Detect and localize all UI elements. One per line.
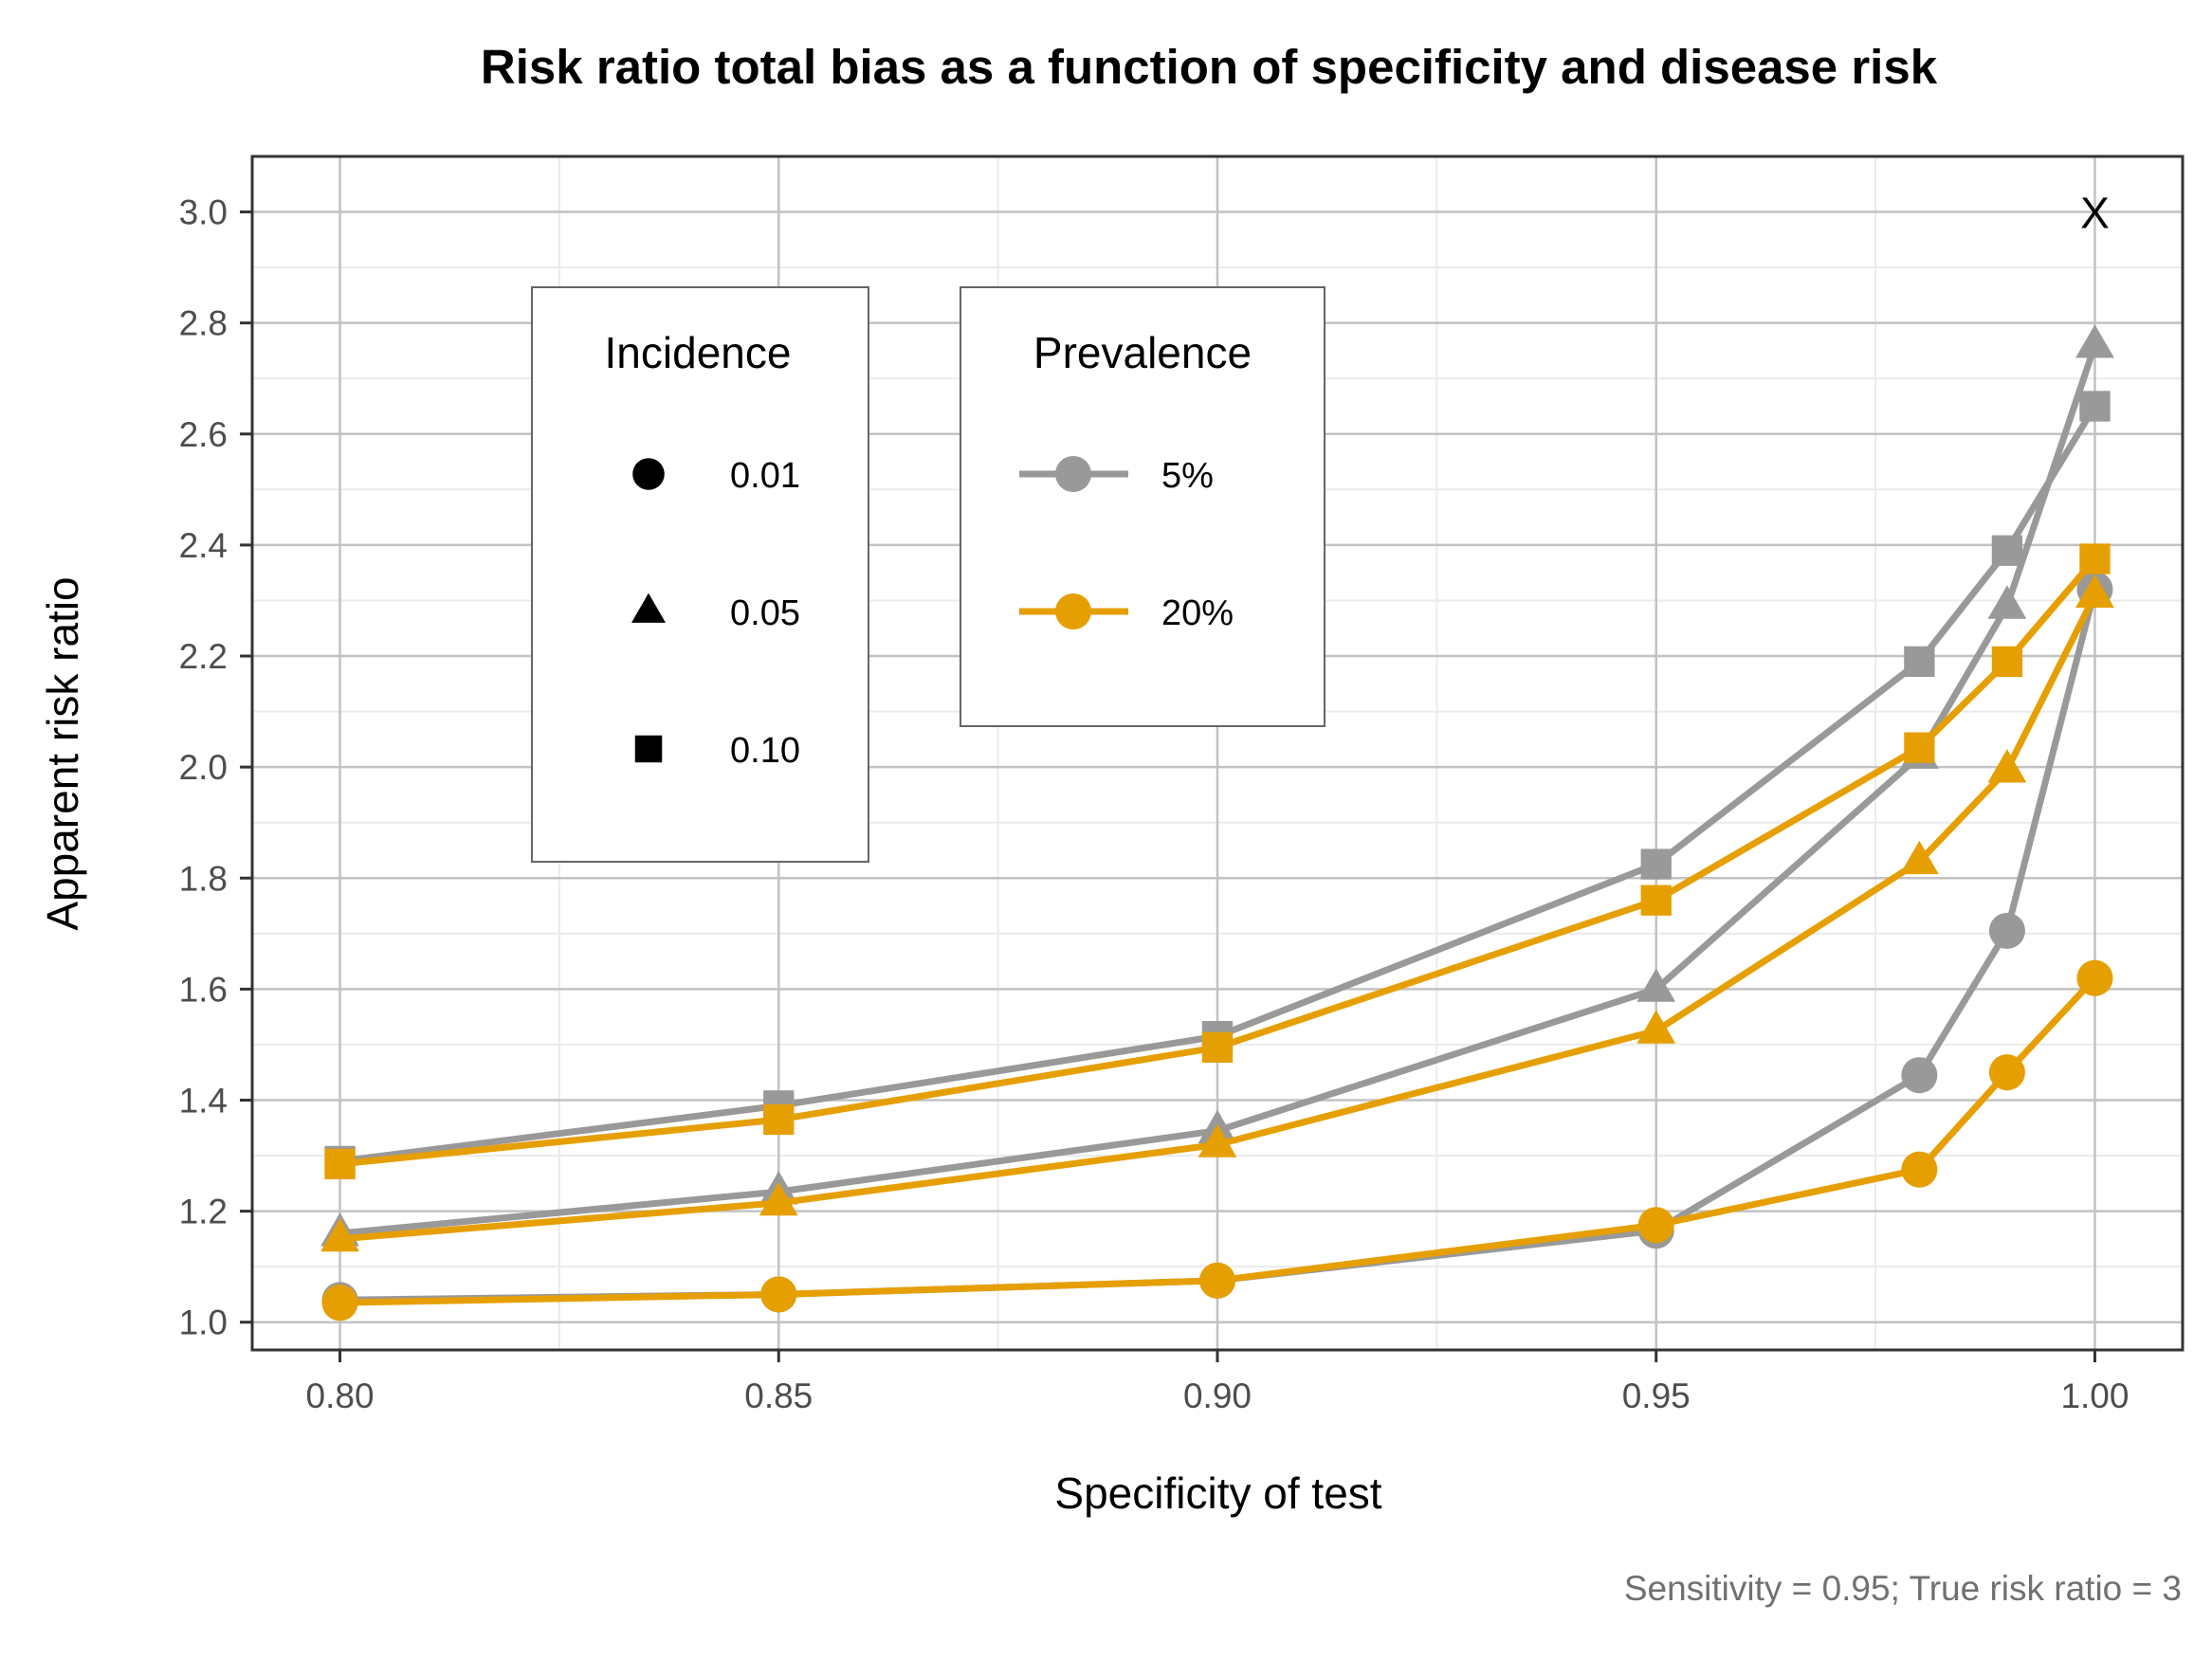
- x-tick-label: 0.90: [1183, 1376, 1252, 1415]
- y-tick-label: 1.8: [179, 859, 228, 898]
- y-tick-label: 1.2: [179, 1193, 228, 1231]
- x-tick-label: 0.85: [744, 1376, 813, 1415]
- annotation-x: X: [2080, 189, 2110, 238]
- data-point: [1198, 1262, 1236, 1299]
- data-point: [324, 1148, 356, 1179]
- data-point: [1991, 646, 2023, 678]
- y-axis-title: Apparent risk ratio: [38, 576, 87, 930]
- data-point: [1904, 646, 1935, 678]
- data-point: [1636, 968, 1676, 1002]
- caption: Sensitivity = 0.95; True risk ratio = 3: [1624, 1569, 2182, 1608]
- y-tick-label: 2.6: [179, 415, 228, 454]
- x-tick-label: 0.95: [1622, 1376, 1691, 1415]
- legend-prevalence-label: 5%: [1161, 456, 1214, 496]
- x-tick-label: 1.00: [2060, 1376, 2129, 1415]
- y-tick-label: 2.0: [179, 748, 228, 787]
- data-point: [1197, 1123, 1237, 1158]
- series: [320, 574, 2114, 1252]
- data-point: [321, 1285, 358, 1322]
- data-point: [1988, 1054, 2025, 1091]
- legend-key-triangle: [631, 592, 666, 623]
- data-point: [763, 1103, 795, 1136]
- data-point: [760, 1276, 797, 1313]
- legend-key-circle: [1054, 592, 1092, 630]
- legend-incidence: Incidence 0.01 0.05 0.10: [531, 286, 869, 863]
- data-point: [1988, 912, 2025, 949]
- legend-prevalence-box: [960, 286, 1325, 727]
- legend-incidence-box: [531, 286, 869, 863]
- y-tick-label: 1.6: [179, 970, 228, 1009]
- data-point: [1901, 1151, 1938, 1188]
- data-point: [2076, 959, 2113, 996]
- legend-incidence-label: 0.10: [730, 731, 800, 771]
- y-tick-label: 2.8: [179, 304, 228, 343]
- axes: 1.0 1.2 1.4 1.6 1.8 2.0 2.2 2.4 2.6 2.8 3.0 0.80 0.8…: [179, 193, 2130, 1415]
- data-point: [2079, 543, 2111, 574]
- data-point: [1201, 1031, 1234, 1064]
- series-layer: [320, 324, 2114, 1322]
- data-point: [1640, 848, 1672, 880]
- data-point: [1636, 1010, 1676, 1044]
- data-point: [1899, 840, 1939, 875]
- legend-key-circle: [632, 458, 665, 490]
- data-point: [320, 1217, 359, 1252]
- y-tick-label: 2.2: [179, 637, 228, 676]
- chart-title: Risk ratio total bias as a function of s…: [481, 40, 1938, 94]
- data-point: [1987, 585, 2027, 619]
- data-point: [1991, 535, 2023, 566]
- data-point: [1637, 1207, 1674, 1244]
- series: [324, 543, 2111, 1179]
- data-point: [1640, 884, 1672, 916]
- data-point: [2079, 391, 2111, 422]
- data-point: [2075, 574, 2114, 609]
- data-point: [1987, 749, 2027, 783]
- legend-key-square: [634, 735, 663, 763]
- x-axis-title: Specificity of test: [1054, 1468, 1381, 1518]
- data-point: [759, 1181, 798, 1216]
- y-tick-label: 1.0: [179, 1304, 228, 1342]
- legend-incidence-label: 0.05: [730, 593, 800, 633]
- y-tick-label: 2.4: [179, 526, 228, 565]
- legend-prevalence: Prevalence 5% 20%: [960, 286, 1325, 727]
- y-tick-label: 3.0: [179, 193, 228, 232]
- legend-incidence-title: Incidence: [605, 328, 792, 377]
- legend-incidence-label: 0.01: [730, 456, 800, 496]
- legend-prevalence-title: Prevalence: [1033, 328, 1252, 377]
- data-point: [2075, 324, 2114, 358]
- series: [321, 959, 2113, 1322]
- data-point: [1904, 732, 1935, 763]
- y-tick-label: 1.4: [179, 1081, 228, 1120]
- x-tick-label: 0.80: [306, 1376, 375, 1415]
- legend-key-circle: [1054, 455, 1092, 493]
- data-point: [1901, 1057, 1938, 1094]
- legend-prevalence-label: 20%: [1161, 593, 1234, 633]
